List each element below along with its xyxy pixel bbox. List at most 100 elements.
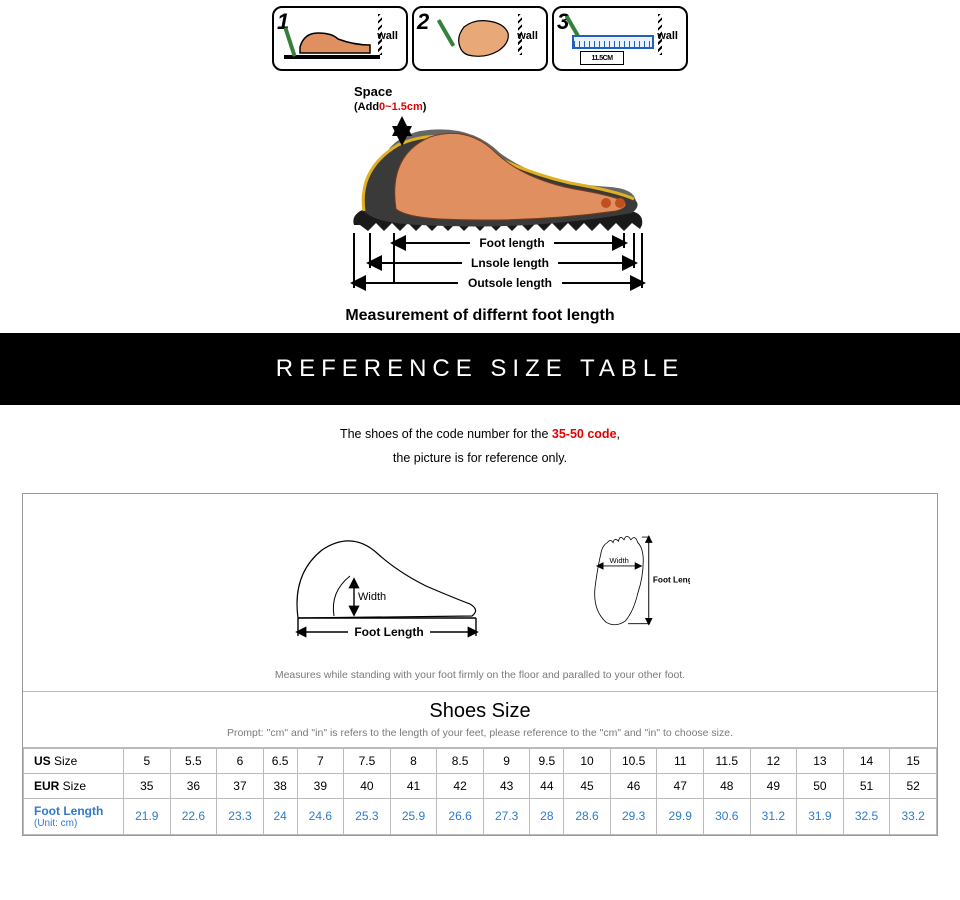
size-cell: 42 bbox=[437, 773, 484, 798]
size-cell: 47 bbox=[657, 773, 704, 798]
size-cell: 25.3 bbox=[344, 798, 391, 834]
size-cell: 6.5 bbox=[263, 748, 297, 773]
size-cell: 27.3 bbox=[483, 798, 530, 834]
size-cell: 21.9 bbox=[124, 798, 171, 834]
size-cell: 6 bbox=[217, 748, 264, 773]
size-box: Width Foot Length Width bbox=[22, 493, 938, 836]
size-cell: 52 bbox=[890, 773, 937, 798]
size-cell: 28 bbox=[530, 798, 564, 834]
size-cell: 29.3 bbox=[610, 798, 657, 834]
size-cell: 38 bbox=[263, 773, 297, 798]
rowhead-footlen: Foot Length(Unit: cm) bbox=[24, 798, 124, 834]
size-cell: 51 bbox=[843, 773, 890, 798]
sub-code: 35-50 code bbox=[552, 427, 617, 441]
add-close: ) bbox=[423, 101, 427, 113]
space-label: Space (Add0~1.5cm) bbox=[354, 85, 426, 113]
size-cell: 14 bbox=[843, 748, 890, 773]
size-cell: 7.5 bbox=[344, 748, 391, 773]
size-cell: 8 bbox=[390, 748, 437, 773]
size-cell: 12 bbox=[750, 748, 797, 773]
size-cell: 37 bbox=[217, 773, 264, 798]
size-cell: 31.2 bbox=[750, 798, 797, 834]
sub-post: , bbox=[617, 427, 620, 441]
size-cell: 7 bbox=[297, 748, 344, 773]
size-cell: 5 bbox=[124, 748, 171, 773]
step-3: 3 wall 11.5CM bbox=[552, 6, 688, 71]
size-cell: 24.6 bbox=[297, 798, 344, 834]
rowhead-eur: EUR bbox=[24, 773, 124, 798]
pen-icon bbox=[283, 27, 296, 57]
size-cell: 5.5 bbox=[170, 748, 217, 773]
size-cell: 9.5 bbox=[530, 748, 564, 773]
pen-icon bbox=[437, 19, 455, 47]
size-cell: 13 bbox=[797, 748, 844, 773]
foot-side-diagram: Width Foot Length bbox=[270, 514, 490, 659]
add-value: 0~1.5cm bbox=[379, 101, 423, 113]
foot-top-diagram: Width Foot Length bbox=[580, 504, 690, 659]
svg-text:Lnsole length: Lnsole length bbox=[471, 256, 549, 270]
size-cell: 28.6 bbox=[564, 798, 611, 834]
size-cell: 24 bbox=[263, 798, 297, 834]
step-num: 2 bbox=[417, 9, 429, 35]
size-cell: 23.3 bbox=[217, 798, 264, 834]
shoe-svg: Foot length Lnsole length Outsole length bbox=[310, 83, 650, 303]
step-1: 1 wall bbox=[272, 6, 408, 71]
banner-subtext: The shoes of the code number for the 35-… bbox=[0, 405, 960, 485]
dim-badge: 11.5CM bbox=[580, 51, 624, 65]
rowhead-us: US bbox=[24, 748, 124, 773]
measure-hint: Measures while standing with your foot f… bbox=[23, 665, 937, 692]
wall-hatch bbox=[378, 14, 382, 55]
size-cell: 50 bbox=[797, 773, 844, 798]
size-cell: 25.9 bbox=[390, 798, 437, 834]
size-cell: 43 bbox=[483, 773, 530, 798]
size-cell: 29.9 bbox=[657, 798, 704, 834]
svg-text:Foot Length: Foot Length bbox=[354, 625, 423, 639]
size-cell: 30.6 bbox=[703, 798, 750, 834]
size-cell: 33.2 bbox=[890, 798, 937, 834]
sub-pre: The shoes of the code number for the bbox=[340, 427, 552, 441]
shoes-size-prompt: Prompt: "cm" and "in" is refers to the l… bbox=[23, 727, 937, 748]
floor-line bbox=[284, 55, 380, 59]
shoes-size-title: Shoes Size bbox=[23, 692, 937, 727]
foot-measurement-diagram: Space (Add0~1.5cm) bbox=[0, 79, 960, 305]
size-cell: 41 bbox=[390, 773, 437, 798]
size-cell: 40 bbox=[344, 773, 391, 798]
diagram-caption: Measurement of differnt foot length bbox=[0, 305, 960, 333]
wall-hatch bbox=[518, 14, 522, 55]
size-cell: 11.5 bbox=[703, 748, 750, 773]
reference-banner: REFERENCE SIZE TABLE bbox=[0, 333, 960, 405]
size-cell: 35 bbox=[124, 773, 171, 798]
add-open: (Add bbox=[354, 101, 379, 113]
size-cell: 10.5 bbox=[610, 748, 657, 773]
size-cell: 15 bbox=[890, 748, 937, 773]
svg-text:Outsole length: Outsole length bbox=[468, 276, 552, 290]
reference-diagrams: Width Foot Length Width bbox=[23, 494, 937, 665]
svg-text:Foot Length: Foot Length bbox=[653, 575, 690, 584]
size-cell: 10 bbox=[564, 748, 611, 773]
sub-line2: the picture is for reference only. bbox=[393, 451, 567, 465]
size-cell: 49 bbox=[750, 773, 797, 798]
size-cell: 44 bbox=[530, 773, 564, 798]
size-cell: 48 bbox=[703, 773, 750, 798]
space-word: Space bbox=[354, 84, 392, 99]
size-cell: 36 bbox=[170, 773, 217, 798]
size-cell: 8.5 bbox=[437, 748, 484, 773]
size-cell: 26.6 bbox=[437, 798, 484, 834]
foot-top-icon bbox=[454, 17, 512, 59]
size-cell: 32.5 bbox=[843, 798, 890, 834]
ruler-icon bbox=[572, 35, 654, 49]
size-cell: 45 bbox=[564, 773, 611, 798]
size-cell: 9 bbox=[483, 748, 530, 773]
measurement-steps: 1 wall 2 wall 3 wall 11.5CM bbox=[0, 0, 960, 79]
svg-text:Width: Width bbox=[610, 556, 629, 565]
size-cell: 31.9 bbox=[797, 798, 844, 834]
size-table: US55.566.577.588.599.51010.51111.5121314… bbox=[23, 748, 937, 835]
size-cell: 39 bbox=[297, 773, 344, 798]
svg-text:Width: Width bbox=[358, 591, 386, 603]
wall-hatch bbox=[658, 14, 662, 55]
svg-text:Foot length: Foot length bbox=[479, 236, 544, 250]
foot-side-icon bbox=[298, 23, 374, 55]
size-cell: 46 bbox=[610, 773, 657, 798]
step-2: 2 wall bbox=[412, 6, 548, 71]
size-cell: 22.6 bbox=[170, 798, 217, 834]
